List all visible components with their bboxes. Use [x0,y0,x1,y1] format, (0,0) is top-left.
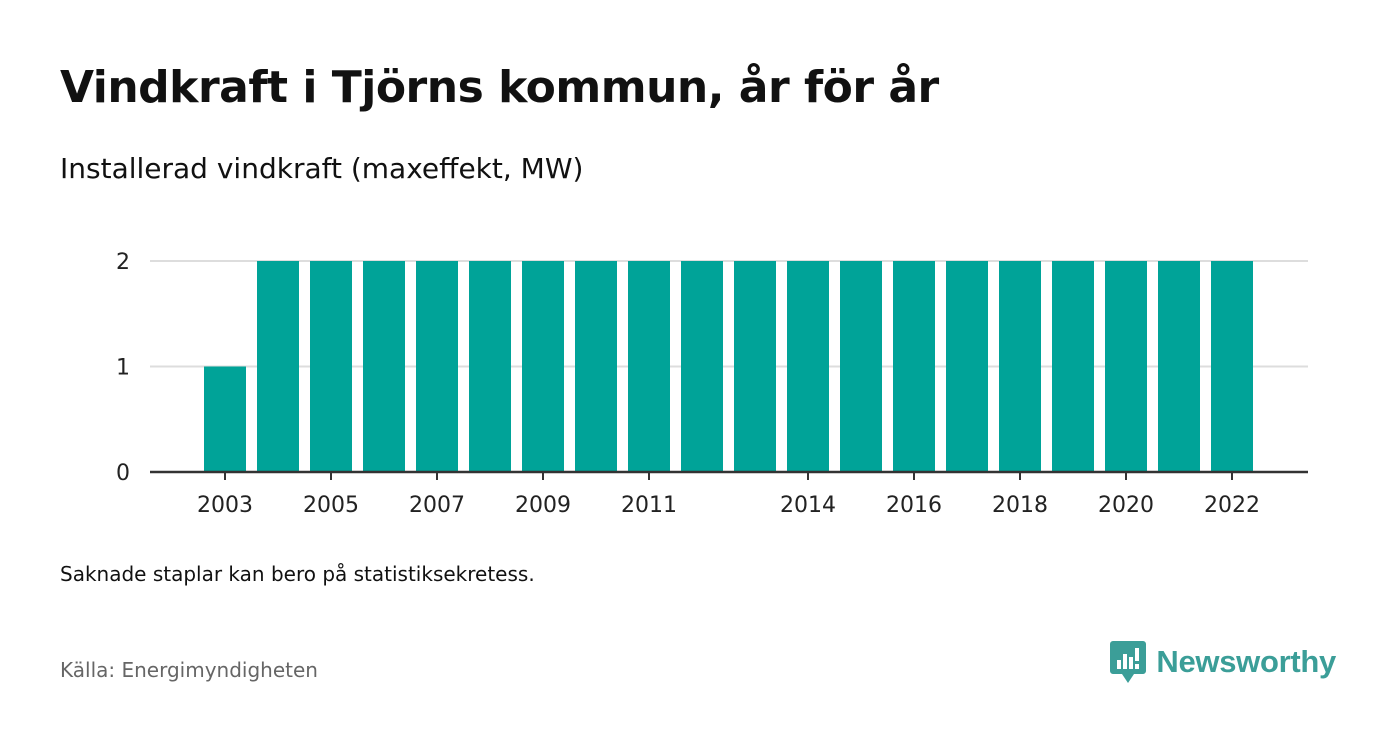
bar-2008 [469,261,511,472]
y-tick-label: 0 [116,461,130,486]
bar-2003 [204,366,246,472]
y-tick-label: 1 [116,356,130,381]
axes [150,470,1308,480]
brand-logo[interactable]: Newsworthy [1110,641,1336,683]
bar-2017 [946,261,988,472]
chart-subtitle: Installerad vindkraft (maxeffekt, MW) [60,152,584,185]
bar-2022 [1211,261,1253,472]
chart-source: Källa: Energimyndigheten [60,658,318,682]
bar-chart: 0 1 2 2003 2005 2007 2009 2011 2014 2016 2018 2020 2… [116,250,1308,518]
bar-2011 [628,261,670,472]
x-tick-label: 2005 [303,493,359,518]
bar-2019 [1052,261,1094,472]
x-tick-label: 2009 [515,493,571,518]
bars [204,261,1253,472]
chart-note: Saknade staplar kan bero på statistiksek… [60,562,535,586]
tick-labels: 0 1 2 2003 2005 2007 2009 2011 2014 2016 2018 2020 2… [116,250,1260,518]
bar-2013 [734,261,776,472]
x-tick-label: 2016 [886,493,942,518]
bar-2016 [893,261,935,472]
x-tick-label: 2022 [1204,493,1260,518]
bar-2004 [257,261,299,472]
bar-2005 [310,261,352,472]
bar-2020 [1105,261,1147,472]
bar-2018 [999,261,1041,472]
y-tick-label: 2 [116,250,130,275]
bar-2012 [681,261,723,472]
x-tick-label: 2011 [621,493,677,518]
brand-name: Newsworthy [1156,644,1336,679]
bar-2015 [840,261,882,472]
x-tick-label: 2020 [1098,493,1154,518]
bar-2009 [522,261,564,472]
bar-2014 [787,261,829,472]
bar-2010 [575,261,617,472]
x-tick-label: 2007 [409,493,465,518]
bar-2006 [363,261,405,472]
bar-2021 [1158,261,1200,472]
chart-title: Vindkraft i Tjörns kommun, år för år [60,62,939,113]
bar-2007 [416,261,458,472]
x-tick-label: 2014 [780,493,836,518]
newsworthy-logo-icon [1110,641,1147,683]
x-tick-label: 2018 [992,493,1048,518]
x-tick-label: 2003 [197,493,253,518]
